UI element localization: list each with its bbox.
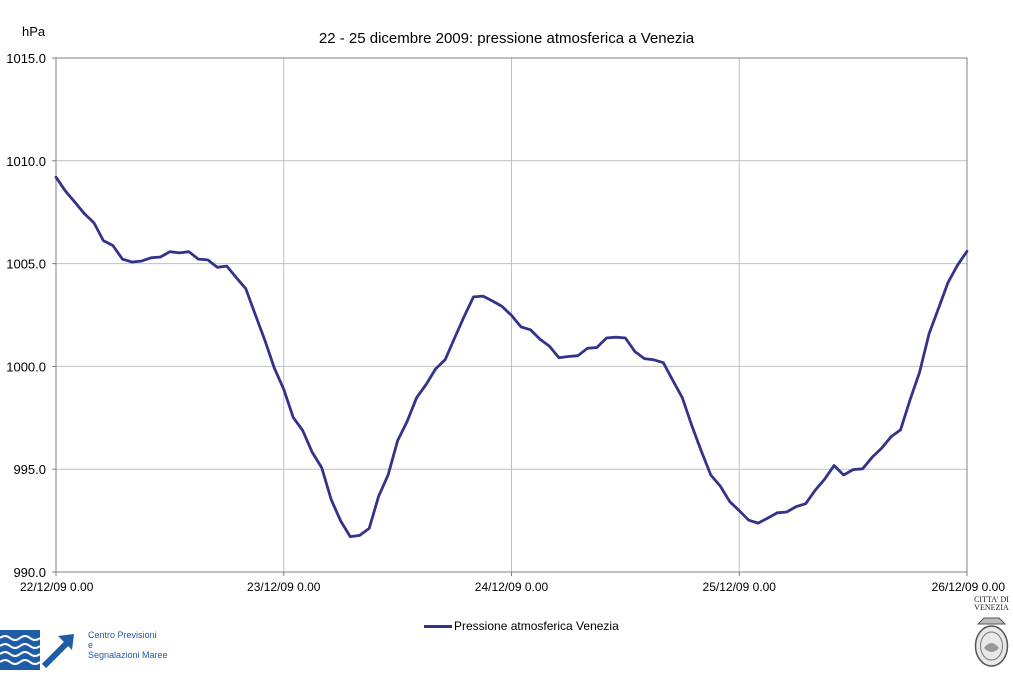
x-tick-label: 26/12/09 0.00 (932, 580, 1006, 594)
cpsm-logo-line-1: Centro Previsioni (88, 630, 157, 640)
x-tick-label: 22/12/09 0.00 (20, 580, 94, 594)
x-tick-label: 23/12/09 0.00 (247, 580, 321, 594)
x-tick-label: 24/12/09 0.00 (475, 580, 549, 594)
cpsm-logo-text: Centro Previsioni e Segnalazioni Maree (88, 630, 168, 660)
venezia-logo-caption: CITTA' DI VENEZIA (970, 596, 1013, 612)
legend-label: Pressione atmosferica Venezia (454, 619, 619, 633)
legend: Pressione atmosferica Venezia (424, 619, 619, 633)
y-tick-label: 1010.0 (6, 154, 46, 169)
y-axis-ticks: 990.0 995.0 1000.0 1005.0 1010.0 1015.0 (6, 51, 56, 580)
cpsm-logo-line-2: e (88, 640, 94, 650)
y-axis-label: hPa (22, 24, 46, 39)
y-tick-label: 1005.0 (6, 257, 46, 272)
y-tick-label: 1000.0 (6, 359, 46, 374)
venezia-caption-line-2: VENEZIA (974, 603, 1009, 612)
y-tick-label: 1015.0 (6, 51, 46, 66)
legend-swatch (424, 624, 452, 628)
series-group (54, 175, 969, 538)
venezia-caption-line-1: CITTA' DI (974, 595, 1009, 604)
y-tick-label: 990.0 (13, 565, 46, 580)
cpsm-logo-line-3: Segnalazioni Maree (88, 650, 168, 660)
grid-lines (56, 58, 967, 572)
city-seal-logo-icon (974, 617, 1009, 667)
y-tick-label: 995.0 (13, 462, 46, 477)
wave-arrow-logo-icon (0, 630, 74, 670)
venezia-logo: CITTA' DI VENEZIA (970, 596, 1013, 670)
cpsm-logo: Centro Previsioni e Segnalazioni Maree (0, 628, 180, 670)
chart-title: 22 - 25 dicembre 2009: pressione atmosfe… (318, 30, 695, 47)
series-line-0 (54, 175, 969, 538)
x-axis-ticks: 22/12/09 0.00 23/12/09 0.00 24/12/09 0.00 2… (20, 572, 1005, 594)
x-tick-label: 25/12/09 0.00 (703, 580, 777, 594)
